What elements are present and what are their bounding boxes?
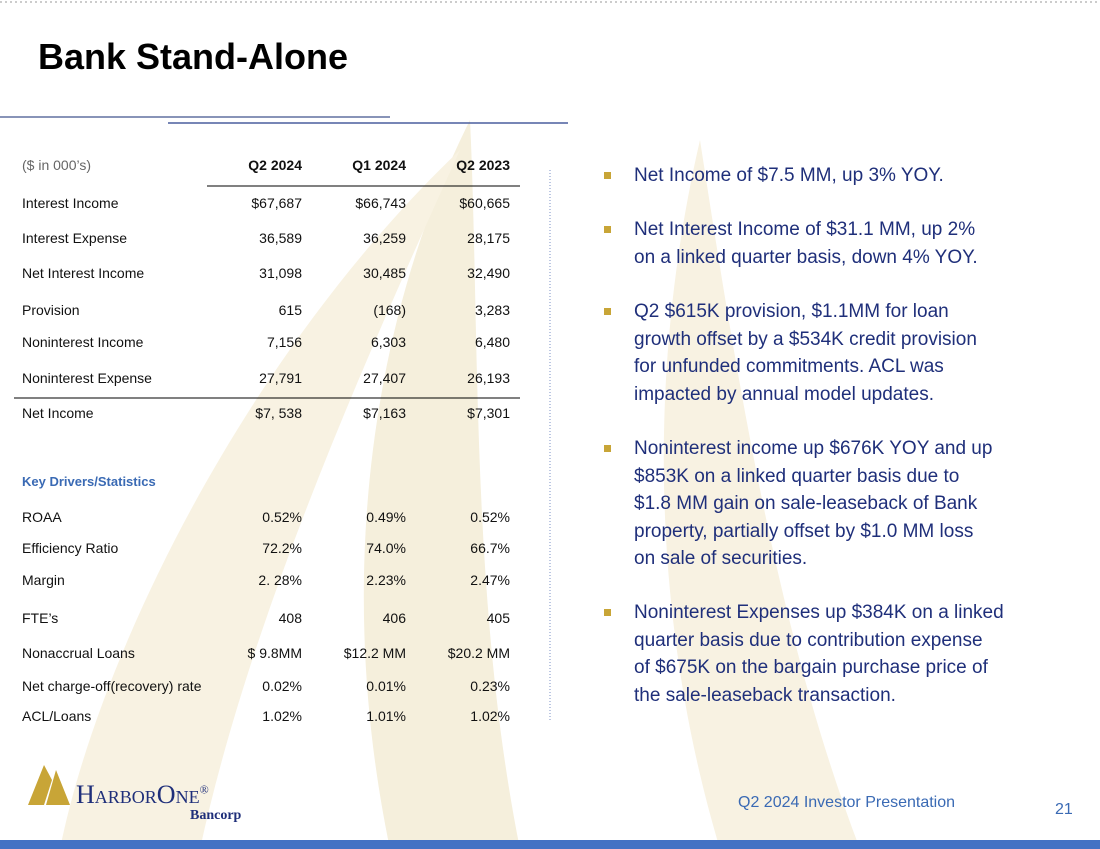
cell-value: 31,098 [259,265,302,281]
cell-value: 28,175 [467,230,510,246]
cell-value: 406 [382,610,406,626]
logo-mark: ® [199,782,209,797]
cell-value: $7,301 [467,405,510,421]
cell-value: $7,163 [363,405,406,421]
cell-value: 66.7% [470,540,510,556]
cell-value: 405 [486,610,510,626]
cell-value: 0.52% [262,509,302,525]
column-header: ($ in 000’s) [22,157,92,173]
cell-value: $ 9.8MM [247,645,302,661]
cell-value: 7,156 [266,334,302,350]
row-label: Noninterest Expense [22,370,152,386]
column-header: Q2 2024 [248,157,302,173]
cell-value: 2.47% [470,572,510,588]
cell-value: $7, 538 [255,405,302,421]
cell-value: 0.02% [262,678,302,694]
bullet-line: $853K on a linked quarter basis due to [634,465,960,487]
cell-value: 0.23% [470,678,510,694]
cell-value: 6,303 [370,334,406,350]
cell-value: 3,283 [474,302,510,318]
row-label: Efficiency Ratio [22,540,119,556]
cell-value: 6,480 [474,334,510,350]
row-label: FTE’s [22,610,59,626]
bullet-line: property, partially offset by $1.0 MM lo… [634,520,974,542]
bullet-marker [604,445,611,452]
title: Bank Stand-Alone [38,36,349,77]
row-label: Provision [22,302,80,318]
cell-value: 0.49% [366,509,406,525]
logo-sub: Bancorp [190,808,242,823]
row-label: Net charge-off(recovery) rate [22,678,202,694]
bullet-line: Net Interest Income of $31.1 MM, up 2% [634,219,976,240]
cell-value: 72.2% [262,540,302,556]
bullet-line: impacted by annual model updates. [634,383,934,405]
cell-value: 408 [278,610,302,626]
bullet-line: of $675K on the bargain purchase price o… [634,657,988,678]
bullet-line: for unfunded commitments. ACL was [634,356,944,377]
cell-value: 615 [278,302,302,318]
row-label: Noninterest Income [22,334,144,350]
row-label: Net Interest Income [22,265,145,281]
row-label: Nonaccrual Loans [22,645,135,661]
cell-value: $12.2 MM [343,645,406,661]
section-title: Key Drivers/Statistics [22,474,156,489]
row-label: Interest Expense [22,230,128,246]
bullet-marker [604,308,611,315]
cell-value: 1.01% [366,708,406,724]
bullet-marker [604,609,611,616]
bullet-marker [604,226,611,233]
cell-value: 32,490 [467,265,510,281]
cell-value: 74.0% [366,540,406,556]
cell-value: $60,665 [459,195,510,211]
bullet-line: on sale of securities. [634,548,808,569]
cell-value: 2.23% [366,572,406,588]
cell-value: $67,687 [251,195,302,211]
cell-value: 27,407 [363,370,406,386]
row-label: ROAA [22,509,62,525]
cell-value: $20.2 MM [447,645,510,661]
cell-value: 1.02% [262,708,302,724]
column-header: Q2 2023 [456,157,510,173]
bullet-line: growth offset by a $534K credit provisio… [634,328,977,350]
bullet-line: Q2 $615K provision, $1.1MM for loan [634,301,949,322]
column-header: Q1 2024 [352,157,406,173]
cell-value: 30,485 [363,265,406,281]
cell-value: 36,259 [363,230,406,246]
bullet-marker [604,172,611,179]
bullet-line: quarter basis due to contribution expens… [634,629,983,651]
bullet-line: Net Income of $7.5 MM, up 3% YOY. [634,165,944,186]
cell-value: 0.01% [366,678,406,694]
cell-value: 2. 28% [258,572,302,588]
cell-value: $66,743 [355,195,406,211]
cell-value: 1.02% [470,708,510,724]
bullet-line: Noninterest income up $676K YOY and up [634,438,993,459]
row-label: Margin [22,572,65,588]
bullet-line: on a linked quarter basis, down 4% YOY. [634,246,978,268]
cell-value: 0.52% [470,509,510,525]
bullet-line: Noninterest Expenses up $384K on a linke… [634,602,1004,623]
cell-value: 36,589 [259,230,302,246]
cell-value: 27,791 [259,370,302,386]
bullet-line: the sale-leaseback transaction. [634,684,896,706]
logo-name: HarborOne® [76,780,209,810]
row-label: Interest Income [22,195,119,211]
cell-value: 26,193 [467,370,510,386]
cell-value: (168) [373,302,406,318]
footer-text: Q2 2024 Investor Presentation [738,794,956,811]
row-label: ACL/Loans [22,708,92,724]
logo-text: HarborOne [76,780,200,809]
row-label: Net Income [22,405,94,421]
page-number: 21 [1055,801,1073,818]
bullet-line: $1.8 MM gain on sale-leaseback of Bank [634,493,978,514]
